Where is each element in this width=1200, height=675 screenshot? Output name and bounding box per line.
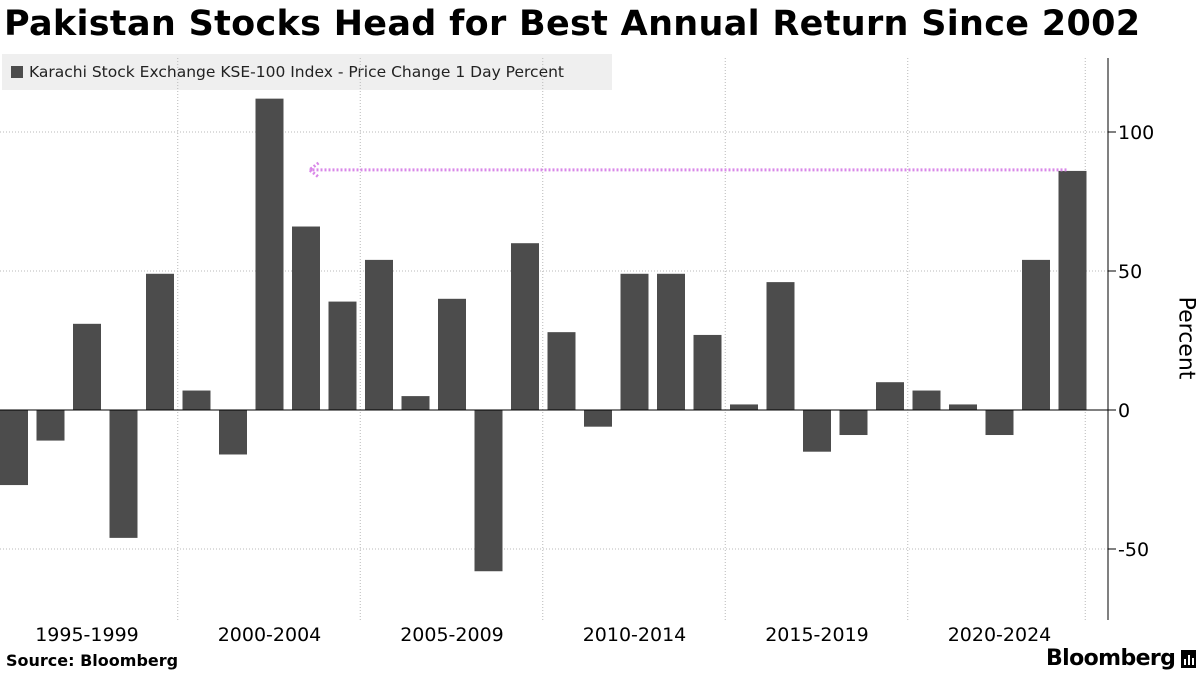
bar [401, 396, 430, 410]
bar [876, 382, 904, 410]
bar [693, 334, 722, 410]
x-tick-label: 2000-2004 [218, 624, 322, 646]
brand-logo: Bloomberg [1046, 646, 1197, 671]
bar [182, 390, 211, 410]
bar [328, 301, 357, 410]
bar [620, 273, 649, 410]
y-tick-label: 0 [1118, 400, 1130, 422]
bar [36, 410, 65, 441]
source-note: Source: Bloomberg [6, 651, 179, 670]
bar [912, 390, 941, 410]
legend-label: Karachi Stock Exchange KSE-100 Index - P… [29, 63, 564, 81]
bar [730, 404, 758, 410]
chart-title: Pakistan Stocks Head for Best Annual Ret… [4, 4, 1141, 44]
bar [584, 410, 612, 427]
x-tick-label: 2015-2019 [765, 624, 869, 646]
y-tick-label: 100 [1118, 122, 1154, 144]
bar [438, 298, 466, 410]
legend-swatch [11, 66, 23, 78]
x-tick-label: 2020-2024 [948, 624, 1052, 646]
bar [255, 98, 284, 410]
brand-name: Bloomberg [1046, 646, 1176, 671]
bar [949, 404, 977, 410]
bar [1022, 259, 1050, 410]
bar [839, 410, 868, 436]
bar [365, 259, 393, 410]
bar [803, 410, 831, 452]
legend: Karachi Stock Exchange KSE-100 Index - P… [2, 54, 612, 90]
bar-chart-icon [1181, 649, 1197, 668]
bar [474, 410, 503, 572]
bar [547, 332, 576, 410]
bar [109, 410, 138, 538]
bar [985, 410, 1014, 436]
bar [766, 282, 795, 410]
bar [511, 243, 539, 410]
x-tick-label: 2010-2014 [583, 624, 687, 646]
bar [292, 226, 320, 410]
bar [73, 323, 101, 410]
y-axis-label: Percent [1173, 296, 1199, 380]
x-tick-label: 2005-2009 [400, 624, 504, 646]
bar [657, 273, 685, 410]
x-tick-label: 1995-1999 [35, 624, 139, 646]
bar [146, 273, 174, 410]
bar [219, 410, 247, 455]
bar [1058, 170, 1087, 410]
y-tick-label: -50 [1118, 539, 1149, 561]
y-tick-label: 50 [1118, 261, 1142, 283]
bar [0, 410, 28, 486]
